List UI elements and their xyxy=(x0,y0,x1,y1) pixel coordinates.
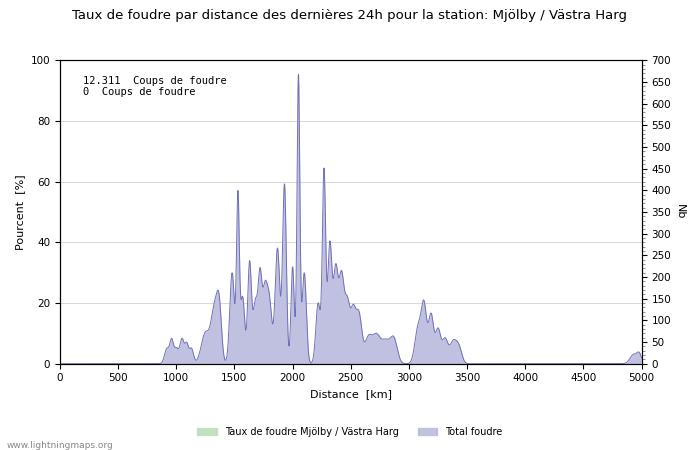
Y-axis label: Nb: Nb xyxy=(675,204,685,220)
Text: Taux de foudre par distance des dernières 24h pour la station: Mjölby / Västra H: Taux de foudre par distance des dernière… xyxy=(73,9,627,22)
Y-axis label: Pourcent  [%]: Pourcent [%] xyxy=(15,174,25,250)
X-axis label: Distance  [km]: Distance [km] xyxy=(310,389,392,399)
Text: www.lightningmaps.org: www.lightningmaps.org xyxy=(7,441,113,450)
Legend: Taux de foudre Mjölby / Västra Harg, Total foudre: Taux de foudre Mjölby / Västra Harg, Tot… xyxy=(194,423,506,441)
Text: 12.311  Coups de foudre
0  Coups de foudre: 12.311 Coups de foudre 0 Coups de foudre xyxy=(83,76,227,97)
